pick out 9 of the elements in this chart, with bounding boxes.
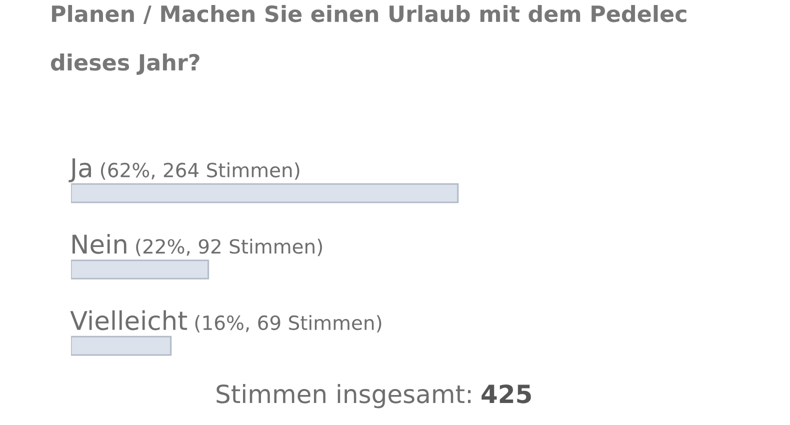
chart-title: Planen / Machen Sie einen Urlaub mit dem Pedelec dieses Jahr? (51, 5, 686, 75)
y-tick-label: Vielleicht (70, 310, 188, 330)
data-label: (62%, 264 Stimmen) (100, 162, 300, 180)
text: 425 (482, 384, 531, 404)
data-label: (16%, 69 Stimmen) (195, 315, 382, 332)
y-tick-label: Nein (72, 234, 126, 254)
data-label: (22%, 92 Stimmen) (136, 238, 322, 256)
y-tick-label: Ja (68, 158, 91, 182)
text: Stimmen insgesamt: (216, 384, 471, 408)
